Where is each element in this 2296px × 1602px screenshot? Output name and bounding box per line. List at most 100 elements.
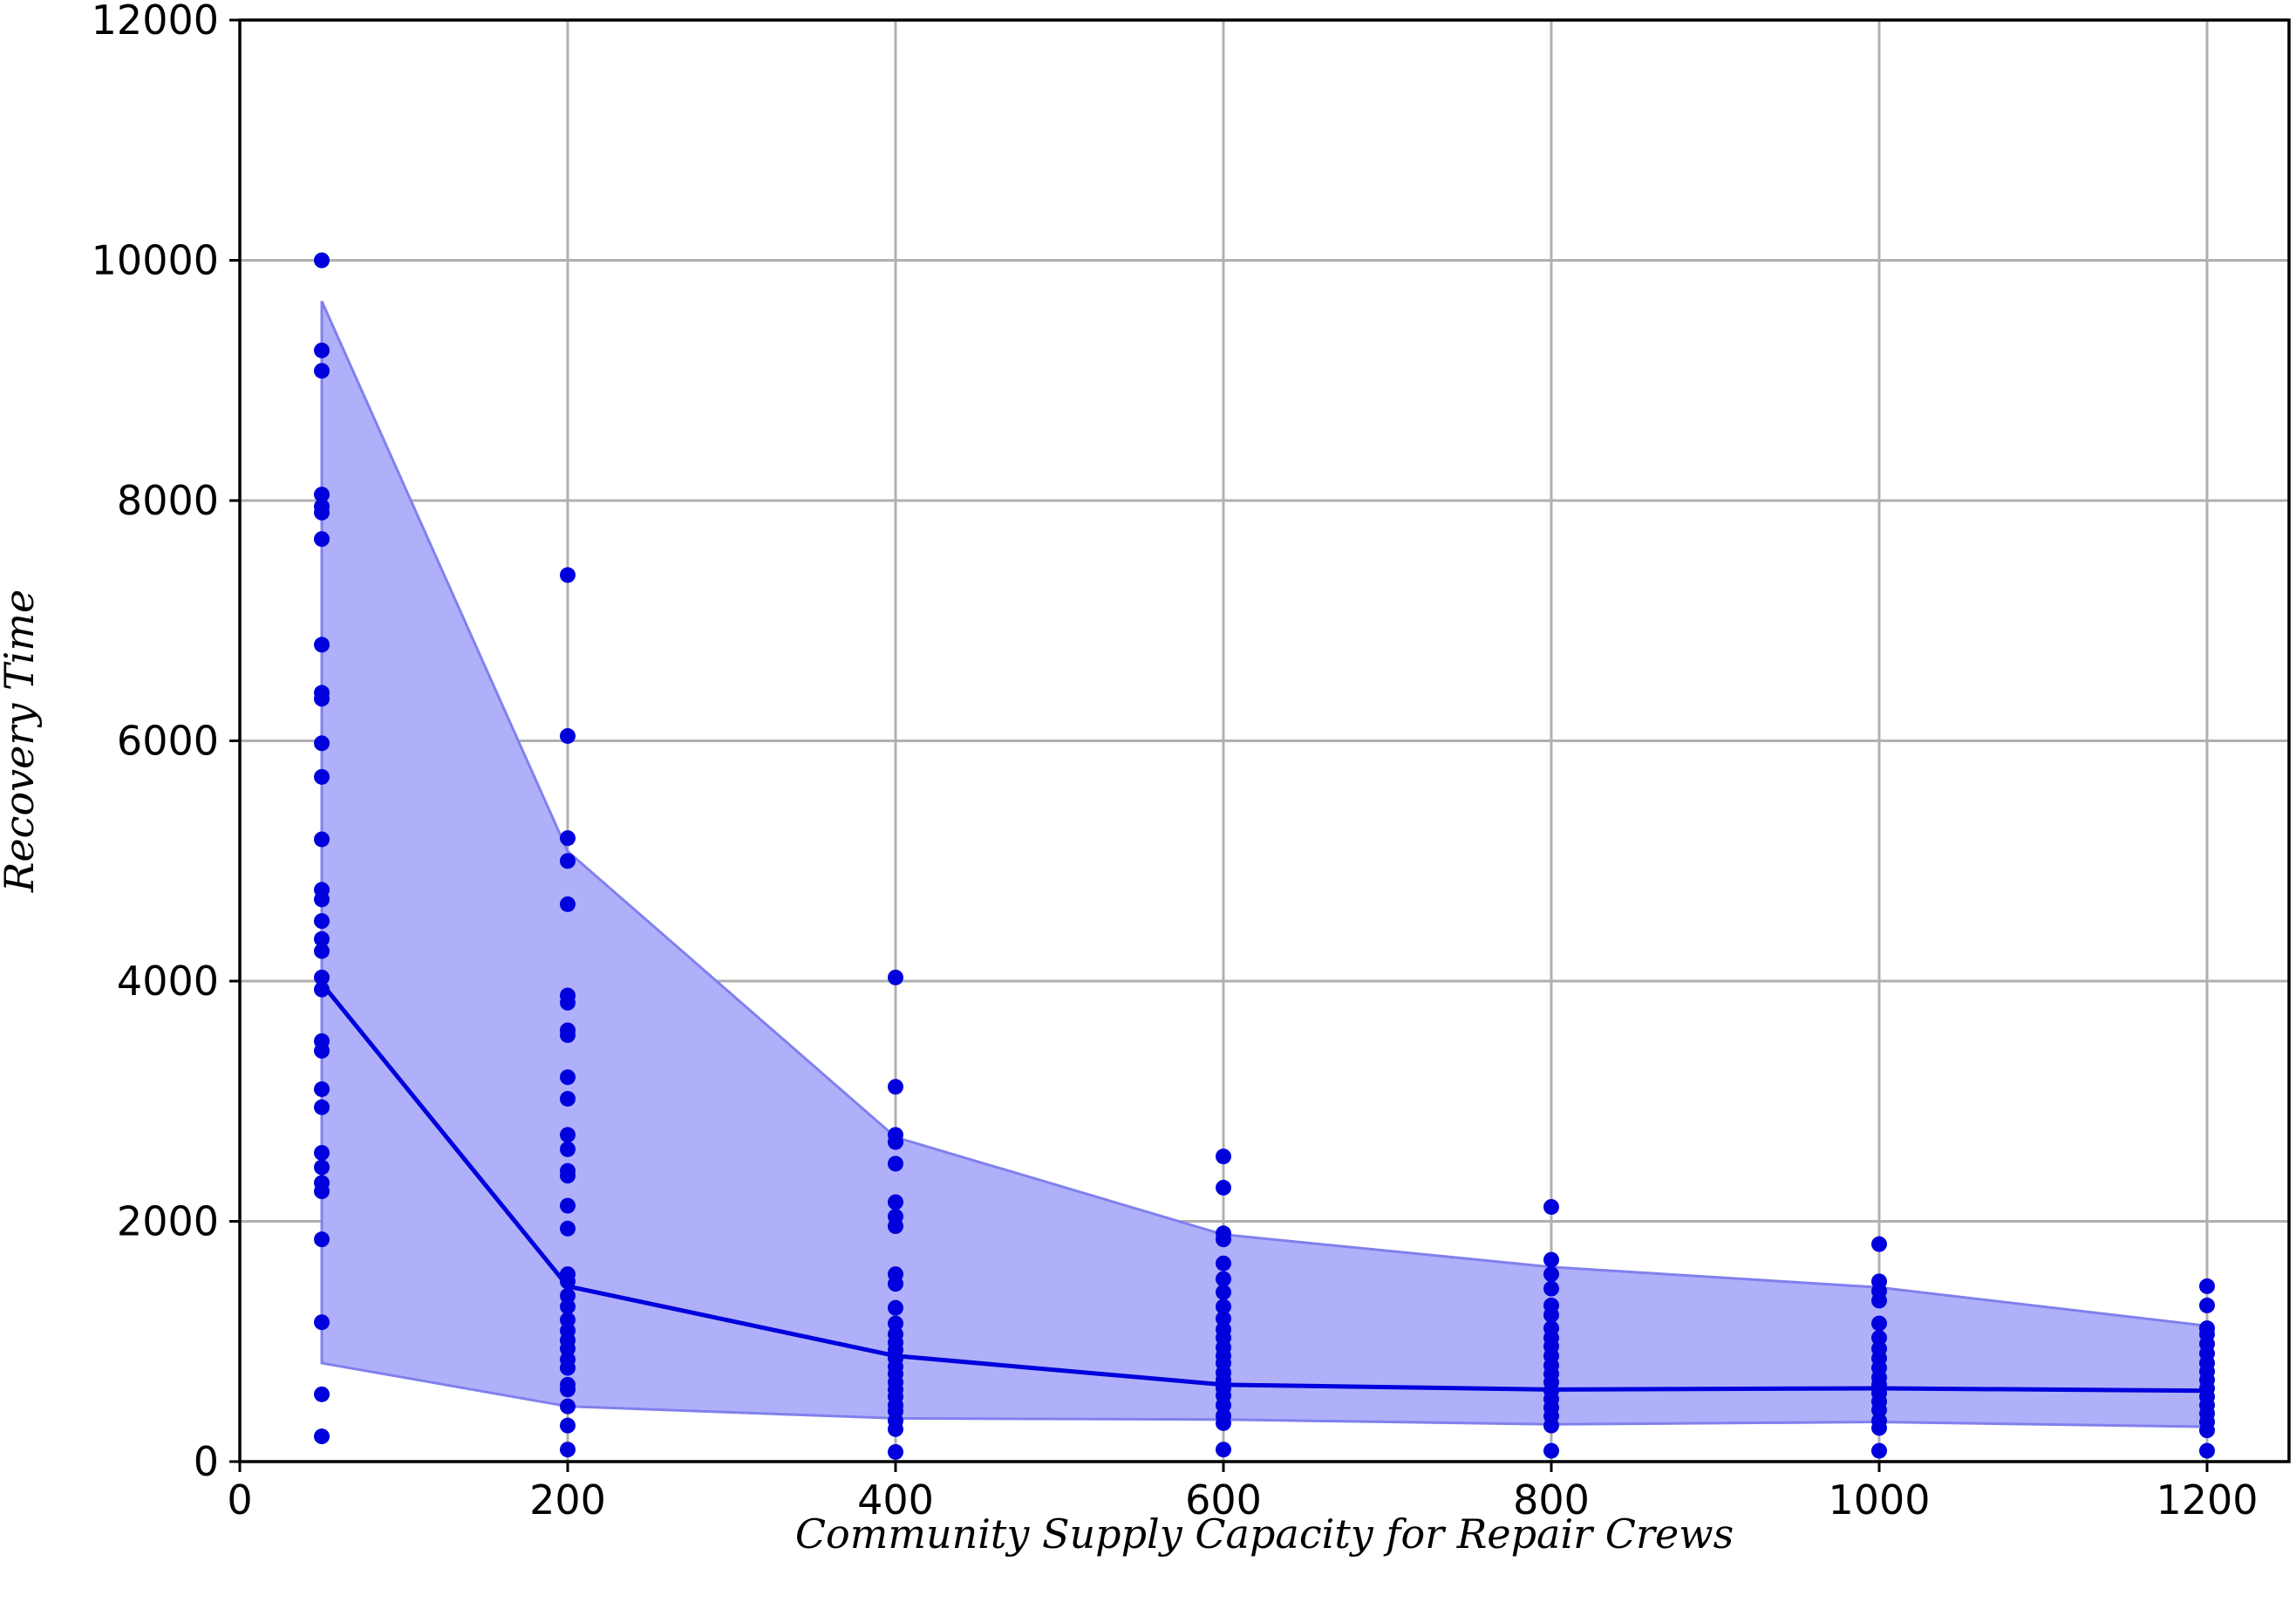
data-point [560,853,576,869]
x-tick-label: 600 [1185,1476,1262,1524]
data-point [1871,1330,1887,1346]
data-point [560,1442,576,1458]
data-point [1871,1236,1887,1252]
data-point [314,487,330,503]
data-point [314,531,330,548]
confidence-band [320,300,2209,1428]
data-point [314,931,330,947]
data-point [1543,1442,1559,1459]
data-point [560,1141,576,1157]
data-point [888,1155,903,1172]
data-point [888,1421,903,1437]
y-tick-label: 0 [194,1438,219,1485]
data-point [560,1312,576,1328]
data-point [2199,1297,2215,1313]
data-point [560,896,576,912]
data-point [314,913,330,930]
data-point [560,1360,576,1376]
data-point [2199,1442,2215,1459]
mean-line [320,982,2208,1394]
data-point [560,830,576,847]
data-point [314,1159,330,1176]
data-point [314,1428,330,1445]
data-point [1216,1442,1231,1458]
data-point [314,363,330,379]
data-point [1216,1397,1231,1414]
data-point [560,994,576,1011]
data-point [560,1340,576,1357]
x-tick-label: 200 [529,1476,606,1524]
data-point [1216,1179,1231,1196]
data-point [1871,1292,1887,1309]
data-point [560,1287,576,1304]
data-point [314,969,330,985]
data-point [1216,1415,1231,1431]
data-point [560,1026,576,1043]
x-tick-label: 1000 [1828,1476,1930,1524]
data-point [888,1276,903,1292]
data-point [314,1183,330,1200]
data-point [1543,1198,1559,1215]
data-point [1871,1315,1887,1332]
data-point [314,342,330,358]
y-axis-label: Recovery Time [0,590,43,893]
data-point [560,1398,576,1415]
data-point [560,567,576,583]
y-tick-label: 2000 [117,1198,219,1245]
data-point [560,1299,576,1315]
data-point [560,1127,576,1143]
data-point [560,1220,576,1237]
x-tick-label: 400 [857,1476,934,1524]
data-point [314,1144,330,1161]
data-point [560,727,576,744]
data-point [888,1134,903,1150]
data-point [560,1381,576,1398]
data-point [314,1099,330,1115]
data-point [1871,1401,1887,1418]
y-tick-label: 10000 [92,237,219,284]
data-point [1216,1284,1231,1300]
data-point [560,1417,576,1434]
mean-line-group [320,982,2208,1394]
data-point [1543,1251,1559,1268]
y-tick-label: 4000 [117,958,219,1005]
data-point [888,1079,903,1095]
data-point [1216,1255,1231,1271]
scatter-points-group [314,252,2215,1460]
data-point [314,1386,330,1402]
data-point [888,1299,903,1316]
confidence-band-group [320,300,2209,1428]
data-point [1543,1306,1559,1323]
data-point [314,831,330,848]
data-point [314,637,330,653]
data-point [1543,1266,1559,1283]
data-point [1543,1280,1559,1297]
data-point [314,252,330,269]
data-point [560,1090,576,1107]
data-point [1871,1420,1887,1436]
data-point [314,735,330,752]
data-point [1216,1299,1231,1315]
y-tick-label: 6000 [117,718,219,765]
data-point [314,1042,330,1059]
data-point [1216,1311,1231,1327]
data-point [314,504,330,521]
data-point [560,1197,576,1214]
data-point [1216,1271,1231,1287]
data-point [314,768,330,785]
data-point [1216,1149,1231,1165]
data-point [314,691,330,707]
data-point [560,1069,576,1086]
x-tick-label: 0 [227,1476,252,1524]
data-point [314,891,330,908]
data-point [314,943,330,959]
data-point [888,1315,903,1332]
data-point [1216,1231,1231,1248]
data-point [888,969,903,985]
data-point [314,1231,330,1248]
data-point [2199,1278,2215,1294]
data-point [1543,1417,1559,1434]
axis-ticks: 0 200 400 600 800 1000 12000200040006000800010… [92,0,2259,1524]
data-point [560,1168,576,1184]
